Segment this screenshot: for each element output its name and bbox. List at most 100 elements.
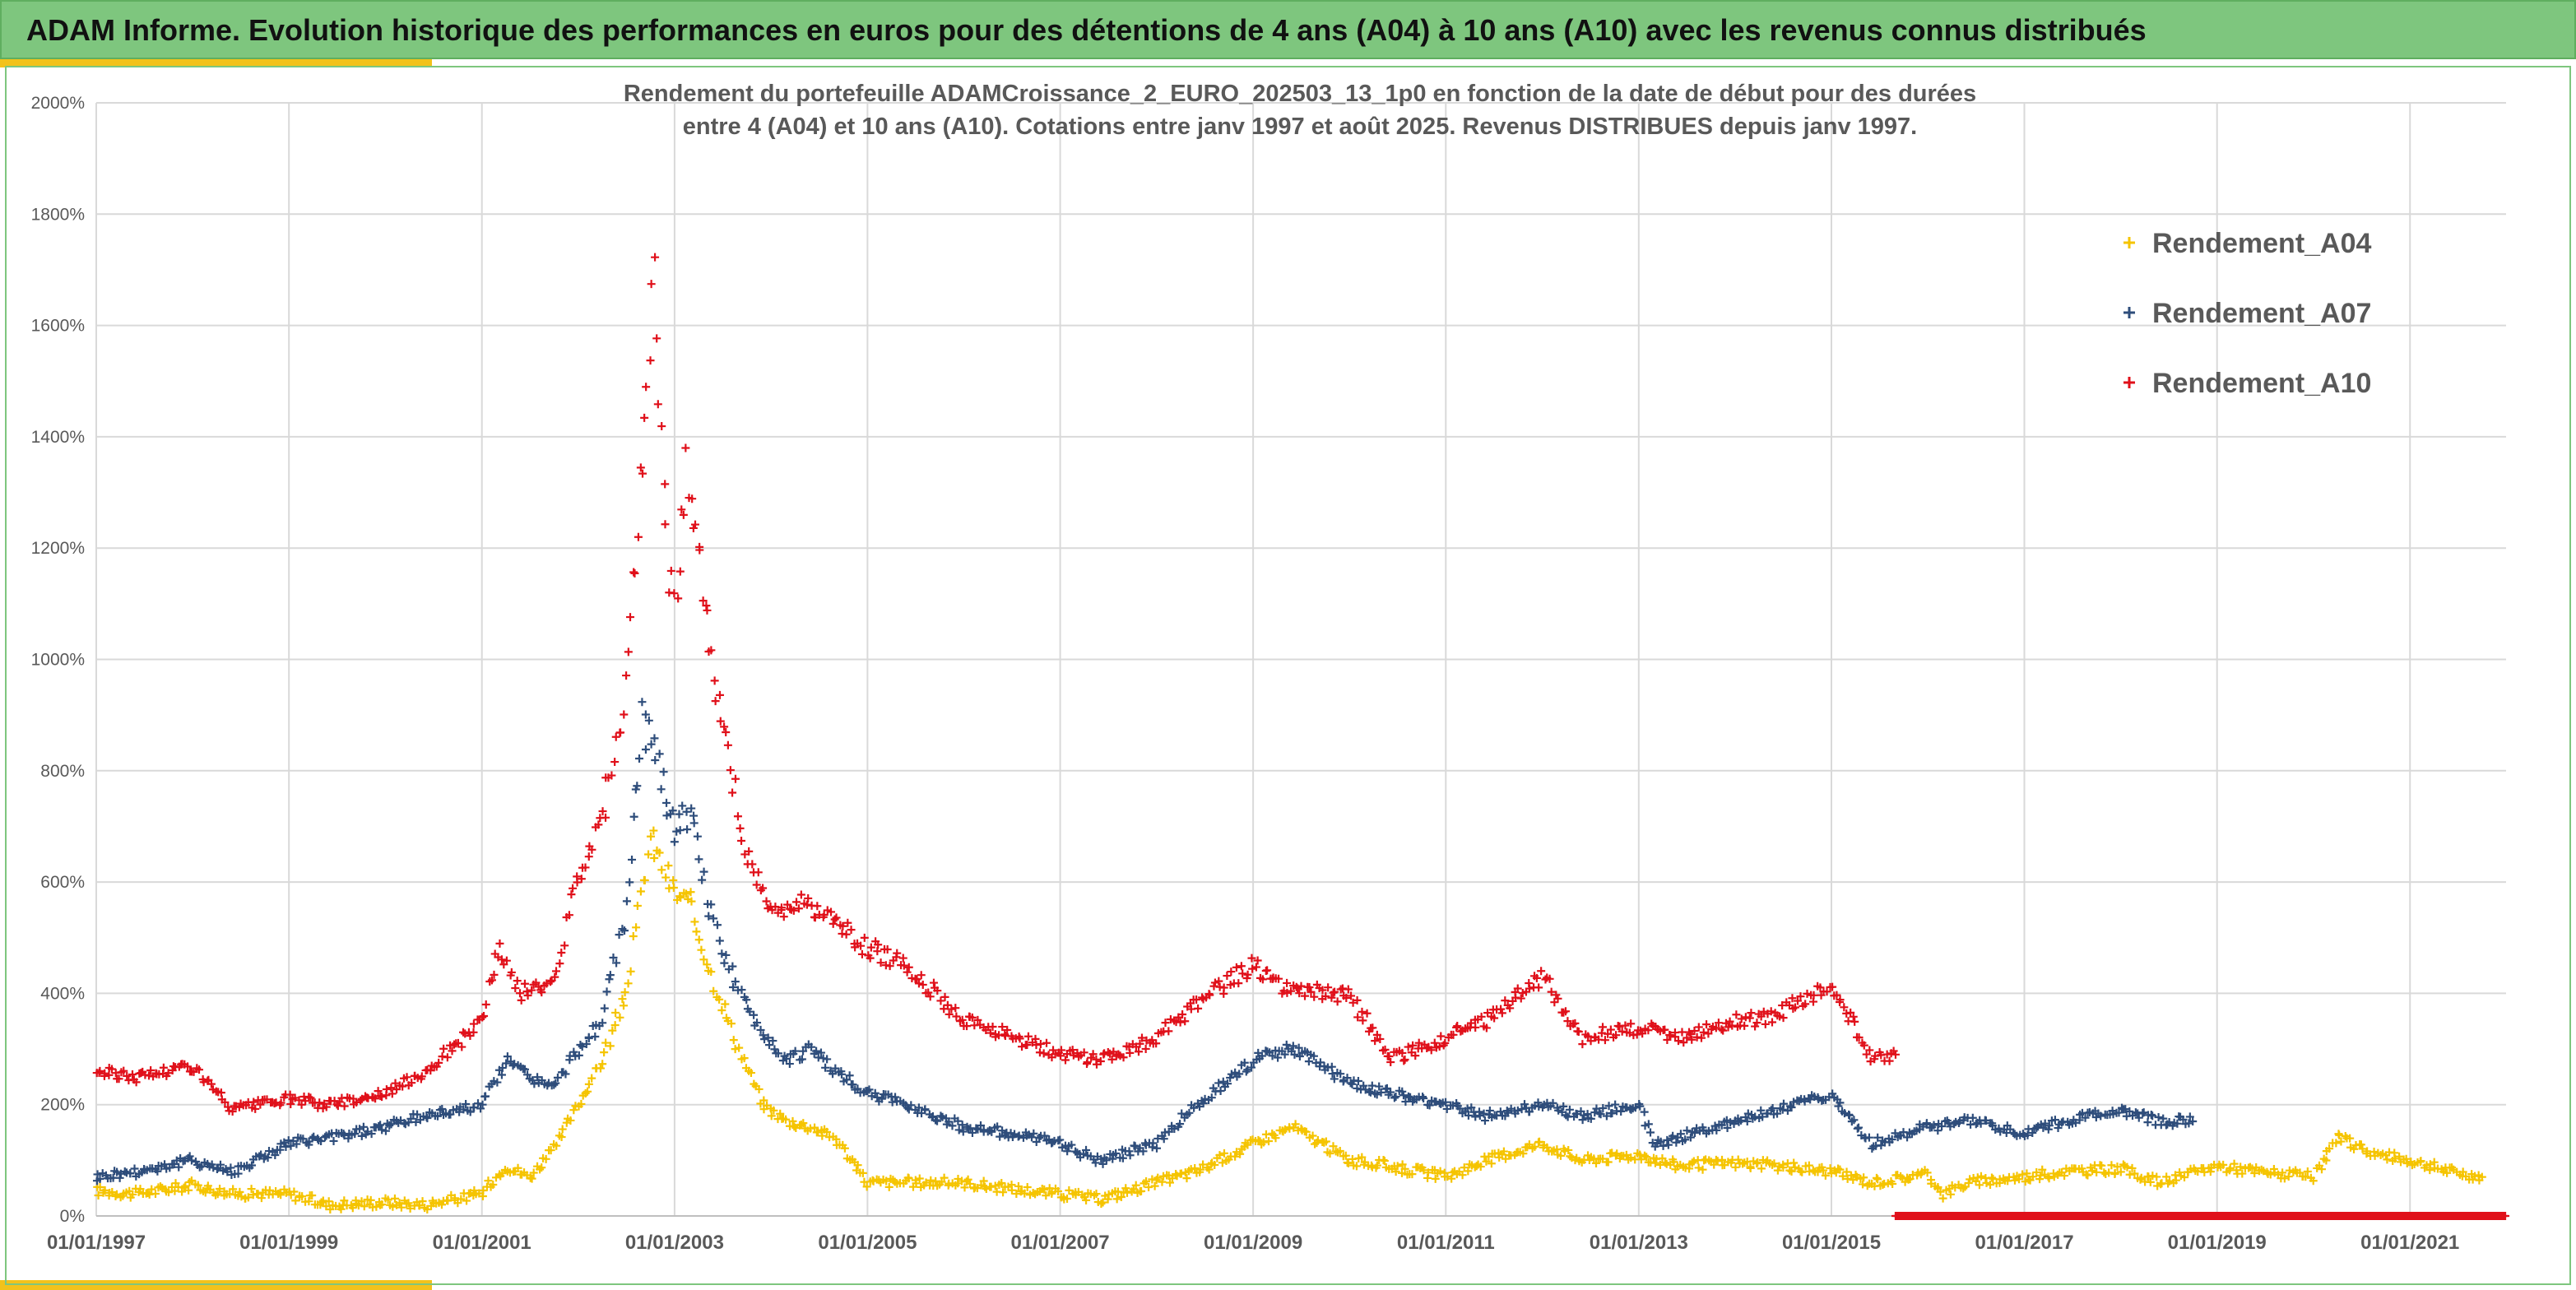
data-point-Rendement_A10 <box>256 1100 265 1109</box>
data-point-Rendement_A04 <box>2003 1176 2012 1186</box>
data-point-Rendement_A04 <box>862 1182 871 1191</box>
data-point-Rendement_A10 <box>952 1012 961 1021</box>
data-point-Rendement_A07 <box>704 912 713 921</box>
data-point-Rendement_A10 <box>1096 1057 1105 1066</box>
data-point-Rendement_A04 <box>1975 1181 1984 1190</box>
data-point-Rendement_A10 <box>1745 1014 1754 1023</box>
data-point-Rendement_A10 <box>810 913 819 922</box>
data-point-Rendement_A07 <box>226 1163 235 1172</box>
legend-label: Rendement_A04 <box>2152 228 2372 259</box>
data-point-Rendement_A10 <box>1292 982 1301 991</box>
data-point-Rendement_A04 <box>767 1111 776 1121</box>
data-point-Rendement_A10 <box>1490 1014 1499 1023</box>
data-point-Rendement_A10 <box>1404 1042 1413 1051</box>
data-point-Rendement_A07 <box>1118 1153 1127 1162</box>
data-point-Rendement_A07 <box>791 1046 800 1056</box>
data-point-Rendement_A07 <box>877 1094 886 1103</box>
data-point-Rendement_A10 <box>557 949 566 958</box>
data-point-Rendement_A07 <box>481 1092 490 1101</box>
data-point-Rendement_A10 <box>860 933 869 942</box>
data-point-Rendement_A10 <box>1119 1053 1128 1062</box>
x-tick-label: 01/01/2009 <box>1204 1232 1302 1254</box>
data-point-Rendement_A04 <box>536 1165 545 1174</box>
data-point-Rendement_A04 <box>1144 1183 1153 1192</box>
data-point-Rendement_A04 <box>1655 1160 1664 1169</box>
data-point-Rendement_A10 <box>1882 1050 1891 1059</box>
data-point-Rendement_A10 <box>1353 995 1362 1005</box>
data-point-Rendement_A10 <box>1752 1019 1761 1028</box>
data-point-Rendement_A04 <box>1738 1159 1748 1168</box>
data-point-Rendement_A04 <box>388 1202 397 1211</box>
data-point-Rendement_A10 <box>448 1046 457 1056</box>
data-point-Rendement_A07 <box>1130 1142 1139 1151</box>
data-point-Rendement_A04 <box>1137 1186 1146 1195</box>
data-point-Rendement_A04 <box>1773 1166 1782 1175</box>
data-point-Rendement_A10 <box>1344 985 1353 994</box>
data-point-Rendement_A04 <box>100 1186 109 1195</box>
data-point-Rendement_A04 <box>904 1174 913 1183</box>
data-point-Rendement_A04 <box>966 1179 975 1188</box>
data-point-Rendement_A04 <box>1660 1158 1669 1167</box>
data-point-Rendement_A04 <box>1662 1159 1671 1168</box>
data-point-Rendement_A04 <box>418 1197 427 1206</box>
data-point-Rendement_A10 <box>560 941 569 950</box>
data-point-Rendement_A07 <box>921 1105 930 1114</box>
data-point-Rendement_A10 <box>903 968 912 977</box>
data-point-Rendement_A07 <box>433 1111 442 1121</box>
data-point-Rendement_A10 <box>736 824 745 833</box>
data-point-Rendement_A04 <box>687 897 696 906</box>
data-point-Rendement_A10 <box>555 959 564 968</box>
data-point-Rendement_A07 <box>737 986 746 995</box>
data-point-Rendement_A07 <box>413 1110 422 1119</box>
data-point-Rendement_A04 <box>1447 1174 1456 1183</box>
y-tick-label: 1000% <box>31 651 85 670</box>
data-point-Rendement_A04 <box>1464 1167 1473 1176</box>
data-point-Rendement_A04 <box>2383 1155 2392 1164</box>
data-point-Rendement_A10 <box>1612 1031 1621 1040</box>
data-point-Rendement_A07 <box>1280 1050 1289 1059</box>
data-point-Rendement_A10 <box>478 1013 487 1022</box>
data-point-Rendement_A04 <box>1842 1167 1851 1176</box>
data-point-Rendement_A10 <box>581 863 590 872</box>
data-point-Rendement_A07 <box>933 1116 942 1125</box>
data-point-Rendement_A10 <box>1687 1035 1696 1044</box>
data-point-Rendement_A07 <box>625 878 634 887</box>
data-point-Rendement_A04 <box>991 1181 1000 1190</box>
data-point-Rendement_A04 <box>1012 1190 1021 1199</box>
data-point-Rendement_A10 <box>1563 1017 1572 1026</box>
data-point-Rendement_A10 <box>642 383 651 392</box>
data-point-Rendement_A10 <box>550 972 559 981</box>
data-point-Rendement_A07 <box>497 1070 506 1079</box>
data-point-Rendement_A04 <box>390 1194 399 1203</box>
data-point-Rendement_A04 <box>1821 1171 1830 1180</box>
y-tick-label: 2000% <box>31 94 85 113</box>
data-point-Rendement_A04 <box>1400 1164 1409 1173</box>
data-point-Rendement_A04 <box>926 1176 935 1185</box>
data-point-Rendement_A04 <box>754 1084 764 1093</box>
data-point-Rendement_A07 <box>891 1093 900 1102</box>
data-point-Rendement_A04 <box>2363 1147 2372 1156</box>
data-point-Rendement_A10 <box>1822 987 1831 996</box>
data-point-Rendement_A10 <box>1274 974 1283 983</box>
data-point-Rendement_A10 <box>1427 1046 1436 1055</box>
data-point-Rendement_A07 <box>153 1167 162 1176</box>
data-point-Rendement_A10 <box>679 510 688 519</box>
data-point-Rendement_A10 <box>677 505 686 514</box>
data-point-Rendement_A04 <box>915 1174 924 1183</box>
data-point-Rendement_A10 <box>1435 1042 1444 1051</box>
data-point-Rendement_A10 <box>998 1023 1007 1032</box>
data-point-Rendement_A10 <box>374 1087 383 1096</box>
header-title: ADAM Informe. Evolution historique des p… <box>26 13 2147 47</box>
data-point-Rendement_A07 <box>1401 1097 1410 1107</box>
data-point-Rendement_A04 <box>1131 1181 1140 1190</box>
data-point-Rendement_A04 <box>661 873 671 882</box>
data-point-Rendement_A07 <box>1327 1062 1336 1071</box>
data-point-Rendement_A07 <box>709 914 718 923</box>
data-point-Rendement_A10 <box>1088 1050 1098 1059</box>
data-point-Rendement_A04 <box>1985 1181 1994 1190</box>
data-point-Rendement_A07 <box>376 1121 385 1130</box>
data-point-Rendement_A07 <box>728 962 737 971</box>
data-point-Rendement_A04 <box>317 1198 326 1207</box>
data-point-Rendement_A04 <box>1352 1162 1361 1171</box>
data-point-Rendement_A10 <box>1358 1016 1367 1025</box>
